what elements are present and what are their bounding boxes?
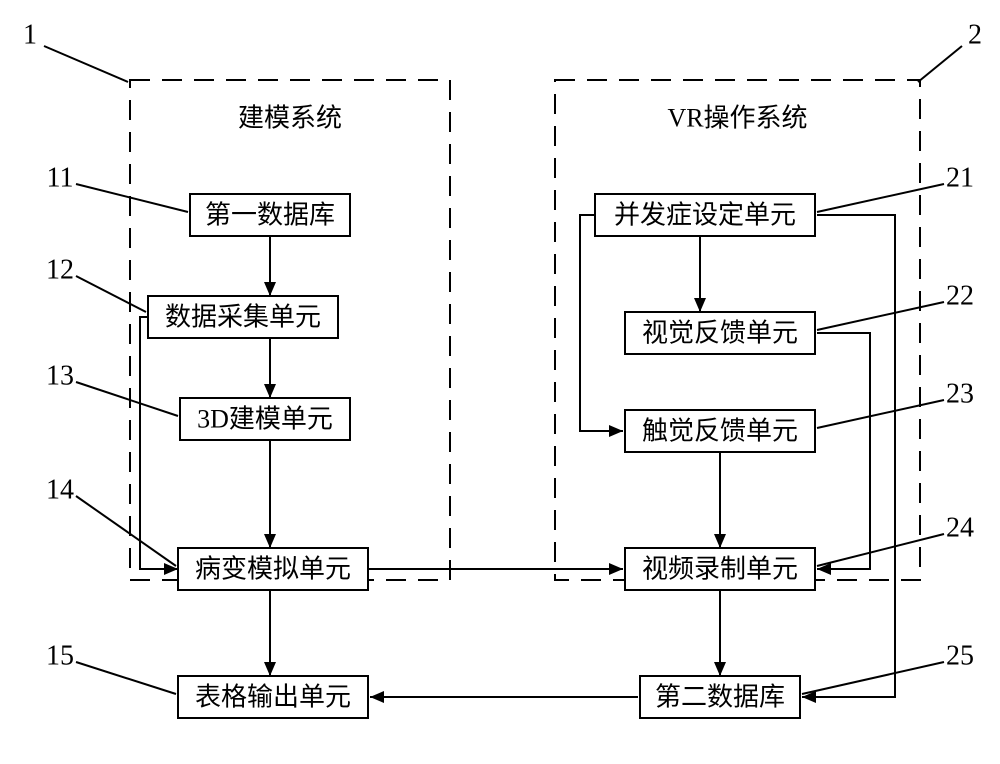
ref-number: 12: [46, 255, 74, 286]
node-label-b11: 第一数据库: [205, 201, 335, 230]
node-label-b25: 第二数据库: [655, 683, 785, 712]
ref-number: 22: [946, 281, 974, 312]
arrowhead: [264, 662, 276, 676]
ref-number: 21: [946, 163, 974, 194]
ref-number: 13: [46, 361, 74, 392]
node-label-b12: 数据采集单元: [165, 303, 321, 332]
leader-line: [76, 382, 178, 416]
flow-arrow: [580, 215, 623, 431]
arrowhead: [609, 563, 623, 575]
leader-line: [817, 184, 944, 212]
arrowhead: [714, 662, 726, 676]
leader-line: [817, 302, 944, 330]
ref-number: 15: [46, 641, 74, 672]
leader-line: [76, 496, 176, 566]
arrowhead: [714, 534, 726, 548]
arrowhead: [694, 298, 706, 312]
arrowhead: [264, 534, 276, 548]
node-label-b15: 表格输出单元: [195, 683, 351, 712]
leader-line: [817, 400, 944, 428]
leader-line: [918, 46, 962, 82]
node-label-b21: 并发症设定单元: [614, 201, 796, 230]
ref-number: 11: [47, 163, 74, 194]
group-title-g1: 建模系统: [238, 104, 342, 133]
flow-arrow: [817, 333, 870, 569]
leader-line: [76, 184, 188, 212]
leader-line: [44, 46, 128, 82]
group-title-g2: VR操作系统: [667, 104, 807, 133]
ref-number: 24: [946, 513, 974, 544]
leader-line: [76, 662, 176, 694]
flow-arrow: [802, 215, 895, 697]
flow-arrow: [140, 317, 178, 569]
ref-number: 2: [968, 20, 982, 51]
ref-number: 14: [46, 475, 74, 506]
ref-number: 1: [23, 20, 37, 51]
leader-line: [802, 662, 944, 694]
leader-line: [76, 276, 146, 312]
node-label-b22: 视觉反馈单元: [642, 319, 798, 348]
node-label-b14: 病变模拟单元: [195, 555, 351, 584]
arrowhead: [264, 384, 276, 398]
node-label-b13: 3D建模单元: [197, 405, 333, 434]
ref-number: 23: [946, 379, 974, 410]
arrowhead: [264, 282, 276, 296]
arrowhead: [609, 425, 623, 437]
leader-line: [817, 534, 944, 566]
arrowhead: [370, 691, 384, 703]
node-label-b24: 视频录制单元: [642, 555, 798, 584]
ref-number: 25: [946, 641, 974, 672]
node-label-b23: 触觉反馈单元: [642, 417, 798, 446]
